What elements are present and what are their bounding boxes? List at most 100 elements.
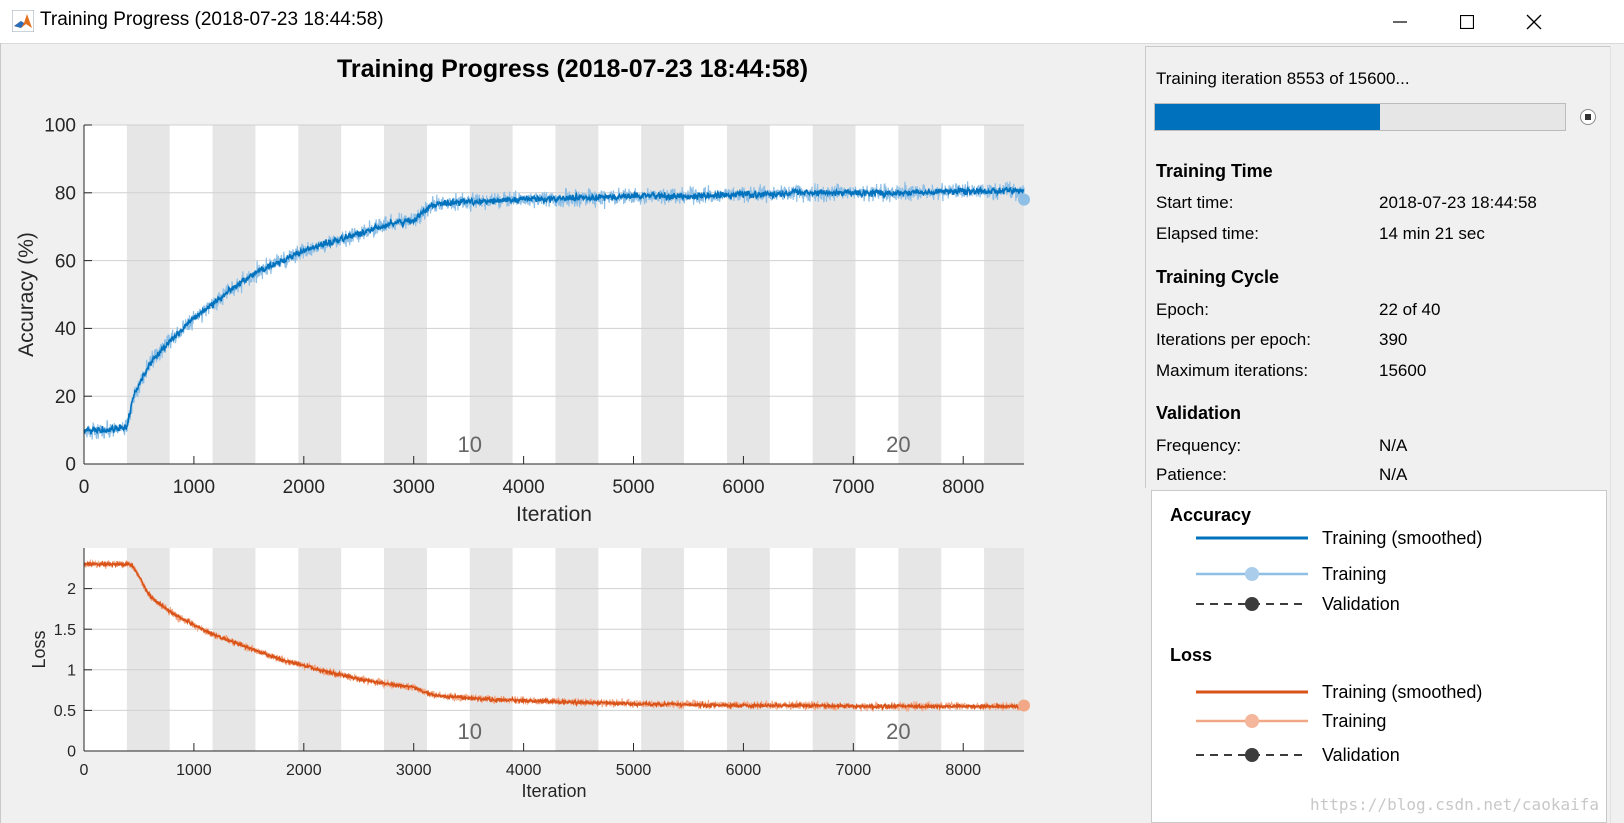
plot-title: Training Progress (2018-07-23 18:44:58) — [336, 55, 809, 83]
maximum-iterations-value: 15600 — [1379, 361, 1427, 380]
accuracy-epoch-band — [469, 125, 513, 464]
maximize-button[interactable] — [1432, 0, 1502, 43]
loss-y-tick-label: 2 — [67, 581, 76, 598]
scrollbar[interactable] — [1610, 46, 1624, 823]
loss-epoch-band — [126, 548, 170, 751]
title-bar: Training Progress (2018-07-23 18:44:58) — [0, 0, 1624, 44]
accuracy-x-tick-label: 1000 — [173, 477, 215, 498]
loss-x-tick-label: 5000 — [616, 762, 652, 779]
loss-x-tick-label: 2000 — [286, 762, 322, 779]
loss-x-tick-label: 0 — [80, 762, 89, 779]
loss-epoch-band — [212, 548, 256, 751]
training-cycle-heading: Training Cycle — [1156, 267, 1280, 287]
legend-loss-validation-swatch — [1196, 748, 1308, 762]
start-time-label: Start time: — [1156, 193, 1234, 212]
minimize-button[interactable] — [1365, 0, 1435, 43]
accuracy-x-tick-label: 7000 — [832, 477, 874, 498]
legend-accuracy-training-label: Training — [1322, 564, 1387, 584]
maximize-icon — [1460, 14, 1474, 29]
loss-final-point — [1018, 699, 1030, 712]
epoch-value: 22 of 40 — [1379, 300, 1441, 319]
accuracy-x-tick-label: 8000 — [942, 477, 984, 498]
accuracy-y-tick-label: 100 — [44, 116, 76, 137]
legend-accuracy-validation-swatch — [1196, 597, 1308, 611]
validation-heading: Validation — [1156, 403, 1242, 423]
status-text: Training iteration 8553 of 15600... — [1156, 69, 1410, 88]
loss-epoch-band — [298, 548, 342, 751]
legend-loss-validation-label: Validation — [1322, 745, 1400, 765]
legend-panel: Accuracy Training (smoothed) Training Va… — [1151, 490, 1607, 823]
legend-loss-smoothed-swatch — [1196, 690, 1308, 694]
loss-chart: 10 20 0 1000 2000 3000 4000 5000 6000 7000 8000 0 0.… — [29, 548, 1030, 801]
loss-epoch-band — [898, 548, 942, 751]
window-title: Training Progress (2018-07-23 18:44:58) — [40, 9, 384, 30]
loss-y-axis-label: Loss — [29, 630, 49, 668]
loss-epoch-band — [812, 548, 856, 751]
legend-loss-heading: Loss — [1170, 645, 1213, 665]
legend-accuracy-smoothed-label: Training (smoothed) — [1322, 528, 1483, 548]
elapsed-time-value: 14 min 21 sec — [1379, 224, 1485, 243]
elapsed-time-label: Elapsed time: — [1156, 224, 1259, 243]
legend-accuracy-training-swatch — [1196, 567, 1308, 581]
loss-y-tick-label: 1.5 — [54, 622, 76, 639]
loss-epoch-band — [726, 548, 770, 751]
accuracy-epoch-band — [898, 125, 942, 464]
accuracy-x-tick-label: 6000 — [722, 477, 764, 498]
training-time-heading: Training Time — [1156, 161, 1273, 181]
accuracy-epoch-label: 10 — [458, 432, 482, 457]
accuracy-y-tick-label: 0 — [65, 455, 76, 476]
accuracy-epoch-band — [384, 125, 427, 464]
loss-epoch-band — [469, 548, 513, 751]
training-info-panel: Training iteration 8553 of 15600... Trai… — [1145, 46, 1611, 488]
window-border — [0, 43, 1, 823]
frequency-value: N/A — [1379, 436, 1408, 455]
accuracy-x-tick-label: 4000 — [502, 477, 544, 498]
loss-y-tick-label: 1 — [67, 662, 76, 679]
accuracy-epoch-band — [126, 125, 170, 464]
accuracy-x-axis-label: Iteration — [516, 503, 592, 526]
matlab-logo-icon — [12, 10, 34, 32]
accuracy-chart: 10 20 0 1000 2000 3000 4000 5000 6000 7000 8000 0 20… — [15, 116, 1030, 526]
legend-accuracy-validation-label: Validation — [1322, 594, 1400, 614]
accuracy-x-tick-label: 5000 — [612, 477, 654, 498]
accuracy-epoch-band — [555, 125, 599, 464]
stop-button[interactable] — [1580, 109, 1596, 125]
loss-x-tick-label: 4000 — [506, 762, 542, 779]
legend-accuracy-smoothed-swatch — [1196, 536, 1308, 540]
accuracy-epoch-band — [984, 125, 1024, 464]
accuracy-x-tick-label: 0 — [79, 477, 90, 498]
accuracy-epoch-band — [812, 125, 856, 464]
accuracy-x-tick-label: 3000 — [393, 477, 435, 498]
accuracy-y-tick-label: 60 — [55, 251, 76, 272]
close-icon — [1526, 14, 1542, 29]
progress-bar — [1154, 103, 1566, 131]
iterations-per-epoch-label: Iterations per epoch: — [1156, 330, 1311, 349]
accuracy-final-point — [1018, 193, 1030, 206]
patience-label: Patience: — [1156, 465, 1227, 484]
legend-loss-smoothed-label: Training (smoothed) — [1322, 682, 1483, 702]
loss-y-tick-label: 0 — [67, 744, 76, 761]
accuracy-y-tick-label: 80 — [55, 183, 76, 204]
loss-epoch-band — [984, 548, 1024, 751]
loss-epoch-label: 20 — [886, 719, 910, 744]
accuracy-epoch-band — [726, 125, 770, 464]
accuracy-y-tick-label: 20 — [55, 387, 76, 408]
close-button[interactable] — [1499, 0, 1569, 43]
loss-training-smoothed-line — [83, 560, 1025, 711]
loss-x-tick-label: 3000 — [396, 762, 432, 779]
accuracy-training-smoothed-line — [83, 185, 1025, 435]
loss-x-tick-label: 8000 — [945, 762, 981, 779]
loss-epoch-band — [641, 548, 685, 751]
iterations-per-epoch-value: 390 — [1379, 330, 1408, 349]
loss-x-tick-label: 1000 — [176, 762, 212, 779]
loss-epoch-band — [384, 548, 427, 751]
watermark: https://blog.csdn.net/caokaifa — [1310, 795, 1599, 814]
accuracy-y-axis-label: Accuracy (%) — [15, 232, 38, 357]
loss-x-axis-label: Iteration — [521, 781, 586, 801]
legend-loss-training-swatch — [1196, 714, 1308, 728]
loss-epoch-label: 10 — [458, 719, 482, 744]
loss-x-tick-label: 7000 — [836, 762, 872, 779]
accuracy-epoch-label: 20 — [886, 432, 910, 457]
maximum-iterations-label: Maximum iterations: — [1156, 361, 1309, 380]
accuracy-x-tick-label: 2000 — [283, 477, 325, 498]
